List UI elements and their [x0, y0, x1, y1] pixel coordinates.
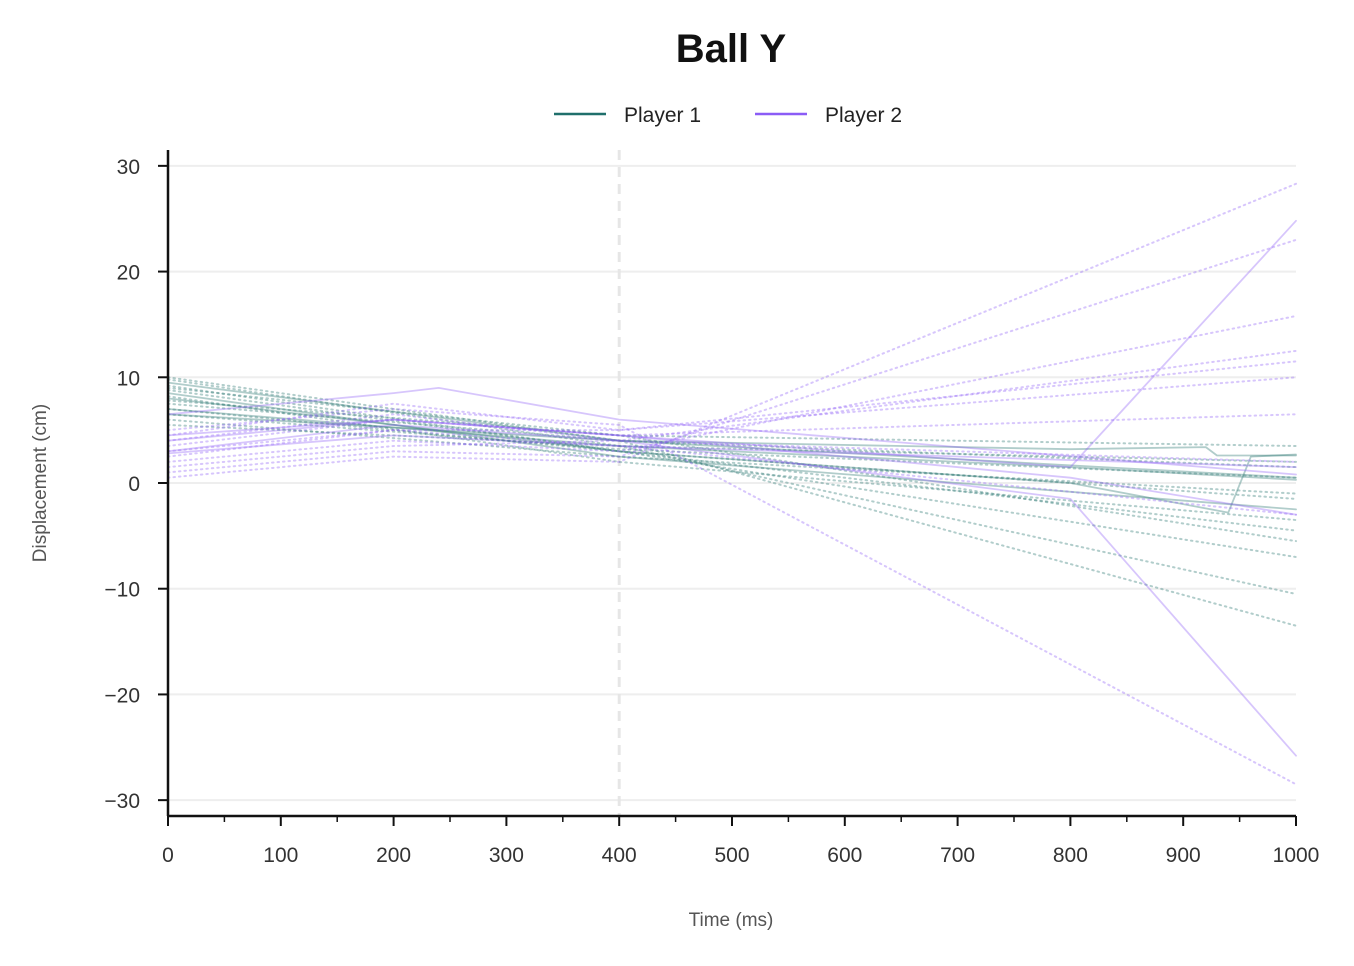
series-line-player-1-15 [167, 423, 1297, 463]
x-tick-label-6: 600 [827, 844, 862, 867]
y-tick-label-4: 10 [117, 367, 140, 390]
y-tick-label-0: −30 [104, 790, 140, 813]
x-axis-label: Time (ms) [689, 910, 774, 931]
series-line-player-1-1 [167, 397, 1297, 514]
legend: Player 1 Player 2 [554, 104, 902, 127]
x-tick-label-3: 300 [489, 844, 524, 867]
series-line-player-1-11 [167, 402, 1297, 469]
x-tick-label-0: 0 [162, 844, 174, 867]
y-tick-label-6: 30 [117, 156, 140, 179]
series-line-player-1-14 [167, 418, 1297, 495]
series-line-player-1-9 [167, 395, 1297, 521]
series-line-player-1-13 [167, 413, 1297, 479]
series-line-player-2-31 [167, 360, 1297, 437]
x-tick-label-7: 700 [940, 844, 975, 867]
series-line-player-1-5 [167, 376, 1297, 627]
series-line-player-2-30 [167, 429, 1297, 516]
series-line-player-1-2 [167, 408, 1297, 481]
x-tick-label-1: 100 [263, 844, 298, 867]
series-line-player-2-20 [167, 418, 1297, 516]
gridlines [168, 164, 1296, 802]
series-line-player-2-18 [167, 423, 1297, 757]
series-line-player-1-16 [167, 384, 1297, 532]
series-line-player-1-12 [167, 408, 1297, 500]
x-tick-label-9: 900 [1166, 844, 1201, 867]
x-tick-label-10: 1000 [1273, 844, 1320, 867]
series-line-player-2-25 [167, 349, 1297, 469]
series-line-player-2-27 [167, 413, 1297, 447]
series-line-player-1-6 [167, 378, 1297, 595]
x-tick-label-2: 200 [376, 844, 411, 867]
y-axis-label: Displacement (cm) [30, 404, 51, 562]
series-line-player-2-17 [167, 219, 1297, 469]
y-tick-label-1: −20 [104, 684, 140, 707]
x-tick-label-5: 500 [714, 844, 749, 867]
series-line-player-1-4 [167, 392, 1297, 511]
axes [158, 150, 1297, 826]
series-line-player-2-21 [167, 434, 1297, 469]
y-tick-label-2: −10 [104, 579, 140, 602]
x-tick-label-8: 800 [1053, 844, 1088, 867]
tick-labels: 0 100 200 300 400 500 600 700 800 900 1000−30−20−1… [104, 156, 1319, 867]
series-line-player-2-24 [167, 315, 1297, 463]
y-tick-label-3: 0 [128, 473, 140, 496]
series-line-player-2-23 [167, 238, 1297, 474]
legend-label-player-2: Player 2 [825, 104, 902, 127]
series-line-player-2-29 [167, 408, 1297, 786]
series-group [167, 182, 1297, 786]
series-line-player-1-10 [167, 399, 1297, 447]
y-tick-label-5: 20 [117, 262, 140, 285]
legend-label-player-1: Player 1 [624, 104, 701, 127]
series-line-player-1-0 [167, 381, 1297, 457]
series-line-player-2-28 [167, 413, 1297, 463]
series-line-player-1-3 [167, 413, 1297, 479]
chart-title: Ball Y [676, 27, 787, 71]
series-line-player-2-19 [167, 386, 1297, 476]
x-tick-label-4: 400 [602, 844, 637, 867]
series-line-player-1-8 [167, 389, 1297, 558]
series-line-player-2-26 [167, 376, 1297, 458]
